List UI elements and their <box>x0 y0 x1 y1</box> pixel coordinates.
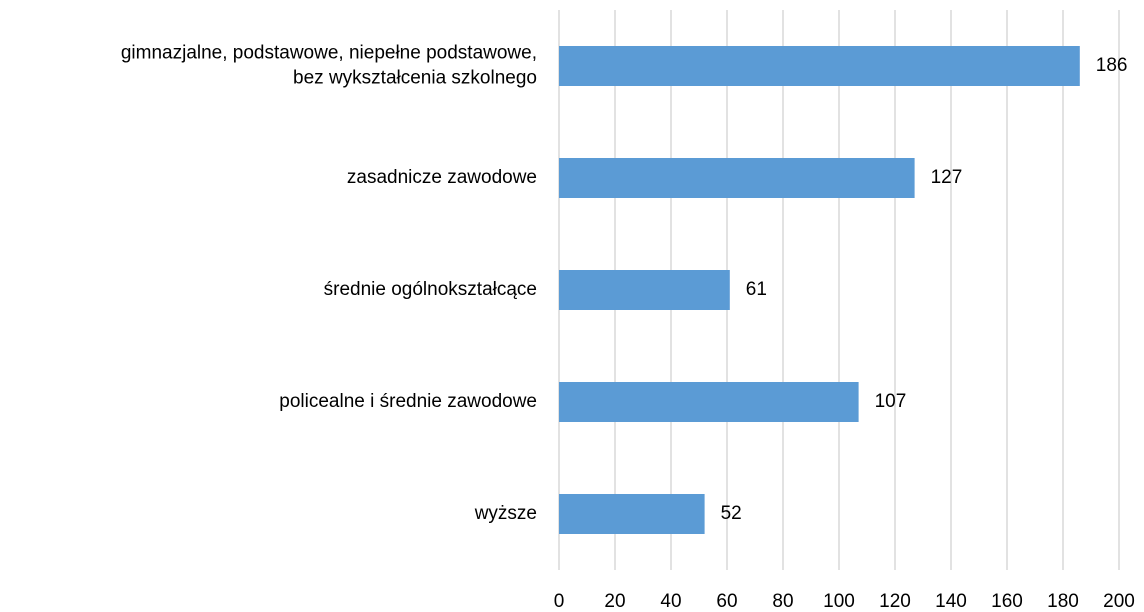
x-tick-label: 60 <box>716 591 737 612</box>
data-label: 107 <box>875 391 907 412</box>
x-tick-label: 40 <box>660 591 681 612</box>
x-tick-label: 20 <box>604 591 625 612</box>
x-tick-label: 200 <box>1103 591 1135 612</box>
x-tick-label: 0 <box>554 591 565 612</box>
bar <box>559 270 730 310</box>
y-tick-label: gimnazjalne, podstawowe, niepełne podsta… <box>121 43 537 89</box>
x-tick-label: 180 <box>1047 591 1079 612</box>
data-label: 186 <box>1096 55 1128 76</box>
bar <box>559 158 915 198</box>
x-tick-label: 120 <box>879 591 911 612</box>
y-tick-label: zasadnicze zawodowe <box>347 167 537 188</box>
x-tick-label: 80 <box>772 591 793 612</box>
bar <box>559 494 705 534</box>
bar <box>559 382 859 422</box>
data-label: 127 <box>931 167 963 188</box>
bar <box>559 46 1080 86</box>
y-tick-label: średnie ogólnokształcące <box>324 279 537 300</box>
x-tick-label: 140 <box>935 591 967 612</box>
x-tick-label: 160 <box>991 591 1023 612</box>
y-tick-label: policealne i średnie zawodowe <box>279 391 537 412</box>
data-label: 61 <box>746 279 767 300</box>
y-tick-label: wyższe <box>474 503 537 524</box>
x-tick-label: 100 <box>823 591 855 612</box>
data-label: 52 <box>721 503 742 524</box>
